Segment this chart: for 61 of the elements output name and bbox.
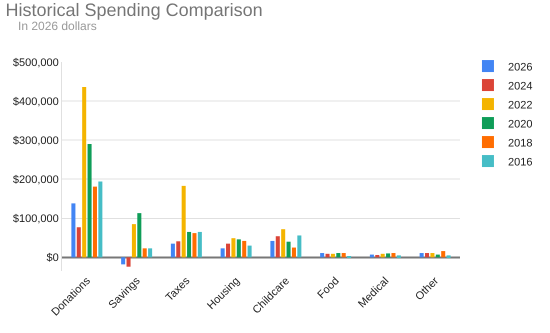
- bar: [137, 213, 142, 258]
- bar: [88, 144, 92, 258]
- bar: [326, 254, 330, 258]
- bar: [396, 255, 401, 258]
- bar: [176, 241, 180, 258]
- bar: [231, 238, 236, 258]
- bar: [386, 253, 390, 258]
- bar: [142, 248, 147, 258]
- bar: [342, 253, 346, 258]
- bar: [132, 224, 136, 258]
- bar: [71, 203, 76, 258]
- bar: [236, 239, 241, 258]
- bar: [270, 240, 274, 258]
- bar: [281, 229, 286, 258]
- legend-label: 2022: [508, 99, 532, 112]
- bar: [446, 255, 451, 258]
- bar: [320, 253, 324, 258]
- bar: [192, 233, 196, 258]
- legend-label: 2016: [508, 156, 532, 168]
- bar: [441, 251, 446, 258]
- bar: [375, 254, 380, 258]
- bar: [330, 254, 335, 258]
- bar: [391, 253, 396, 258]
- bar: [370, 254, 374, 258]
- bar: [187, 232, 192, 258]
- bar: [220, 248, 225, 258]
- bar: [286, 242, 291, 258]
- y-tick-label: $300,000: [12, 134, 59, 147]
- bar: [436, 254, 440, 258]
- bar: [198, 232, 202, 258]
- legend-label: 2026: [508, 61, 532, 74]
- y-tick-label: $0: [46, 252, 59, 264]
- bar: [242, 240, 246, 258]
- bar: [420, 253, 424, 258]
- y-tick-label: $100,000: [12, 213, 59, 226]
- bar: [121, 257, 126, 264]
- bar: [297, 235, 302, 258]
- bar: [98, 182, 102, 258]
- bar: [276, 236, 280, 258]
- bar: [92, 186, 97, 258]
- y-tick-label: $400,000: [12, 96, 59, 108]
- bar: [336, 253, 340, 258]
- bar: [76, 227, 81, 258]
- y-tick-label: $500,000: [12, 56, 59, 69]
- legend-label: 2024: [508, 80, 532, 92]
- bar: [226, 244, 230, 258]
- chart-title: Historical Spending Comparison: [6, 0, 263, 20]
- bar: [248, 246, 252, 258]
- legend-label: 2020: [508, 118, 532, 130]
- bar: [82, 87, 86, 258]
- bar: [380, 254, 385, 258]
- bar: [425, 253, 430, 258]
- chart-subtitle: In 2026 dollars: [18, 19, 97, 33]
- legend-label: 2018: [508, 137, 532, 150]
- bar: [182, 186, 186, 258]
- bar: [170, 244, 175, 258]
- bar: [430, 253, 434, 258]
- y-tick-label: $200,000: [12, 174, 59, 186]
- bar: [148, 248, 152, 258]
- bar: [126, 257, 131, 267]
- bar: [292, 248, 296, 258]
